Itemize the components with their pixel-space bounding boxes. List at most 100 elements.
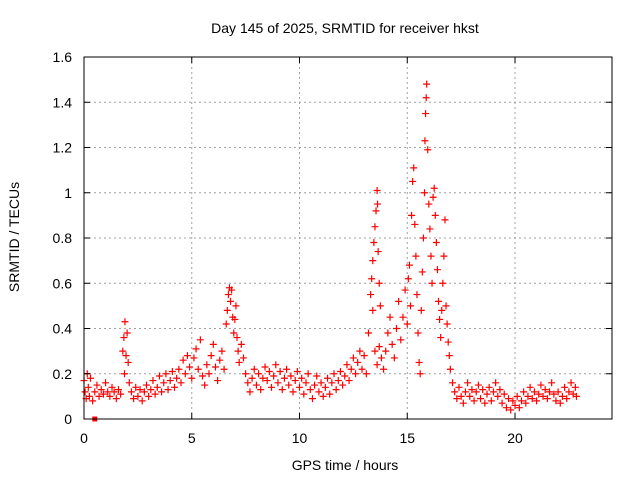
data-point bbox=[177, 379, 185, 387]
data-point bbox=[168, 367, 176, 375]
data-point bbox=[220, 365, 228, 373]
data-point bbox=[374, 248, 382, 256]
data-point bbox=[410, 164, 418, 172]
data-point bbox=[444, 338, 452, 346]
data-point bbox=[375, 343, 383, 351]
data-point bbox=[537, 381, 545, 389]
data-point bbox=[425, 200, 433, 208]
data-point bbox=[438, 306, 446, 314]
y-tick-label: 1.2 bbox=[53, 140, 73, 156]
data-point bbox=[121, 370, 129, 378]
data-point bbox=[233, 334, 241, 342]
data-point bbox=[418, 268, 426, 276]
data-point bbox=[119, 347, 127, 355]
data-point bbox=[298, 374, 306, 382]
data-point bbox=[380, 365, 388, 373]
data-point bbox=[149, 377, 157, 385]
data-point bbox=[487, 397, 495, 405]
data-point bbox=[228, 286, 236, 294]
data-point bbox=[384, 329, 392, 337]
data-point bbox=[548, 379, 556, 387]
data-point bbox=[409, 177, 417, 185]
data-point bbox=[330, 370, 338, 378]
data-point bbox=[472, 388, 480, 396]
data-point bbox=[89, 397, 97, 405]
data-point bbox=[207, 352, 215, 360]
data-point bbox=[509, 397, 517, 405]
data-point bbox=[296, 383, 304, 391]
data-point bbox=[498, 399, 506, 407]
data-point bbox=[345, 377, 353, 385]
data-point bbox=[470, 397, 478, 405]
data-point bbox=[446, 365, 454, 373]
y-tick-label: 0.8 bbox=[53, 230, 73, 246]
data-point bbox=[455, 383, 463, 391]
data-point bbox=[419, 234, 427, 242]
data-point bbox=[494, 392, 502, 400]
data-point bbox=[457, 392, 465, 400]
scatter-points bbox=[80, 80, 580, 422]
data-point bbox=[370, 239, 378, 247]
data-point bbox=[293, 367, 301, 375]
y-tick-label: 1.6 bbox=[53, 49, 73, 65]
data-point bbox=[565, 388, 573, 396]
data-point bbox=[138, 397, 146, 405]
data-point bbox=[360, 352, 368, 360]
data-point bbox=[117, 390, 125, 398]
data-point bbox=[86, 374, 94, 382]
data-point bbox=[362, 370, 370, 378]
data-point bbox=[171, 383, 179, 391]
data-point bbox=[142, 381, 150, 389]
data-point bbox=[481, 399, 489, 407]
data-point bbox=[313, 372, 321, 380]
data-point bbox=[445, 352, 453, 360]
data-point bbox=[435, 297, 443, 305]
data-point bbox=[211, 363, 219, 371]
x-tick-label: 0 bbox=[80, 430, 88, 446]
y-tick-label: 0.6 bbox=[53, 275, 73, 291]
data-point bbox=[430, 184, 438, 192]
data-point bbox=[411, 220, 419, 228]
data-point bbox=[136, 386, 144, 394]
data-point bbox=[554, 388, 562, 396]
x-tick-label: 20 bbox=[507, 430, 523, 446]
data-point bbox=[390, 354, 398, 362]
y-axis-ticks: 0 0.2 0.4 0.6 0.8 1 1.2 1.4 1.6 bbox=[53, 49, 612, 427]
data-point bbox=[449, 379, 457, 387]
data-point bbox=[417, 306, 425, 314]
data-point bbox=[530, 388, 538, 396]
data-point bbox=[406, 302, 414, 310]
data-point bbox=[474, 381, 482, 389]
data-point bbox=[412, 252, 420, 260]
data-point bbox=[95, 392, 103, 400]
data-point bbox=[507, 406, 515, 414]
data-point bbox=[306, 386, 314, 394]
data-point bbox=[505, 395, 513, 403]
data-point bbox=[155, 372, 163, 380]
data-point bbox=[160, 379, 168, 387]
data-point bbox=[408, 211, 416, 219]
data-point bbox=[234, 347, 242, 355]
data-point bbox=[502, 404, 510, 412]
data-point bbox=[186, 363, 194, 371]
data-point bbox=[375, 279, 383, 287]
data-point bbox=[572, 392, 580, 400]
data-point bbox=[255, 370, 263, 378]
data-point bbox=[442, 302, 450, 310]
y-tick-label: 1.4 bbox=[53, 94, 73, 110]
data-point bbox=[440, 252, 448, 260]
data-point bbox=[416, 370, 424, 378]
grid bbox=[84, 57, 612, 419]
data-point bbox=[162, 370, 170, 378]
y-axis-label: SRMTID / TECUs bbox=[6, 182, 22, 292]
data-point bbox=[373, 186, 381, 194]
data-point bbox=[431, 211, 439, 219]
data-point bbox=[246, 388, 254, 396]
data-point bbox=[317, 379, 325, 387]
data-point bbox=[112, 395, 120, 403]
data-point bbox=[511, 401, 519, 409]
data-point bbox=[401, 286, 409, 294]
x-axis-label: GPS time / hours bbox=[292, 457, 399, 473]
data-point bbox=[84, 383, 92, 391]
